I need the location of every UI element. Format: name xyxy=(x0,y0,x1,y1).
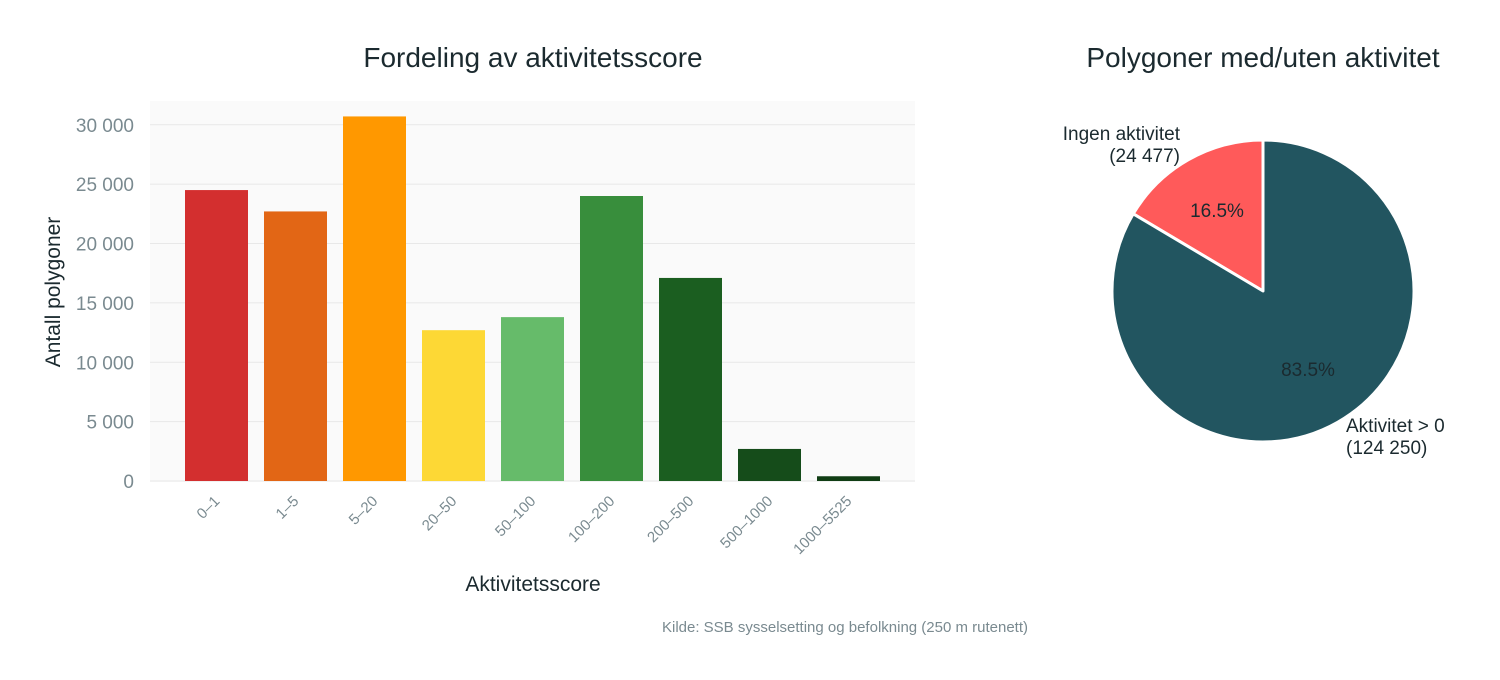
y-tick-label: 0 xyxy=(123,472,134,493)
pie-slice xyxy=(1131,138,1265,293)
x-tick-label: 200–500 xyxy=(644,493,697,546)
pie-label-ingen-aktivitet: Ingen aktivitet xyxy=(1063,124,1181,145)
x-tick-label: 20–50 xyxy=(419,493,461,535)
bar xyxy=(659,277,722,481)
bar xyxy=(738,448,801,481)
bar xyxy=(343,116,406,481)
x-tick-label: 5–20 xyxy=(346,493,382,529)
pie-label-aktivitet: Aktivitet > 0 xyxy=(1346,416,1445,437)
x-axis-label: Aktivitetsscore xyxy=(465,573,600,596)
x-tick-label: 0–1 xyxy=(194,493,224,523)
x-tick-label: 50–100 xyxy=(492,493,539,540)
bar-chart-title: Fordeling av aktivitetsscore xyxy=(363,42,702,73)
pie-chart: Polygoner med/uten aktivitet Ingen aktiv… xyxy=(1063,42,1445,459)
y-tick-label: 10 000 xyxy=(76,353,134,374)
pie-pct-ingen-aktivitet: 16.5% xyxy=(1190,201,1244,222)
bar xyxy=(501,317,564,481)
pie-slice xyxy=(1110,138,1416,444)
source-note: Kilde: SSB sysselsetting og befolkning (… xyxy=(662,619,1028,636)
bar xyxy=(422,330,485,481)
y-tick-label: 20 000 xyxy=(76,235,134,256)
x-tick-labels: 0–1 1–5 5–20 20–50 50–100 100–200 200–500 500–1… xyxy=(194,493,856,558)
x-tick-label: 500–1000 xyxy=(717,493,776,552)
pie-count-ingen-aktivitet: (24 477) xyxy=(1109,146,1180,167)
bars xyxy=(185,116,880,481)
bar xyxy=(817,476,880,481)
y-tick-label: 30 000 xyxy=(76,116,134,137)
y-tick-label: 5 000 xyxy=(86,413,134,434)
y-axis-label: Antall polygoner xyxy=(42,217,65,368)
pie-slices xyxy=(1110,138,1416,444)
bar xyxy=(580,196,643,481)
x-tick-label: 100–200 xyxy=(565,493,618,546)
y-tick-label: 25 000 xyxy=(76,175,134,196)
bar xyxy=(185,190,248,481)
bar-chart: Fordeling av aktivitetsscore 0 5 000 10 00… xyxy=(42,42,915,596)
pie-pct-aktivitet: 83.5% xyxy=(1281,360,1335,381)
pie-count-aktivitet: (124 250) xyxy=(1346,438,1427,459)
y-tick-label: 15 000 xyxy=(76,294,134,315)
y-tick-labels: 0 5 000 10 000 15 000 20 000 25 000 30 000 xyxy=(76,116,134,493)
pie-chart-title: Polygoner med/uten aktivitet xyxy=(1086,42,1440,73)
x-tick-label: 1000–5525 xyxy=(790,493,855,558)
x-tick-label: 1–5 xyxy=(273,493,303,523)
bar xyxy=(264,211,327,481)
